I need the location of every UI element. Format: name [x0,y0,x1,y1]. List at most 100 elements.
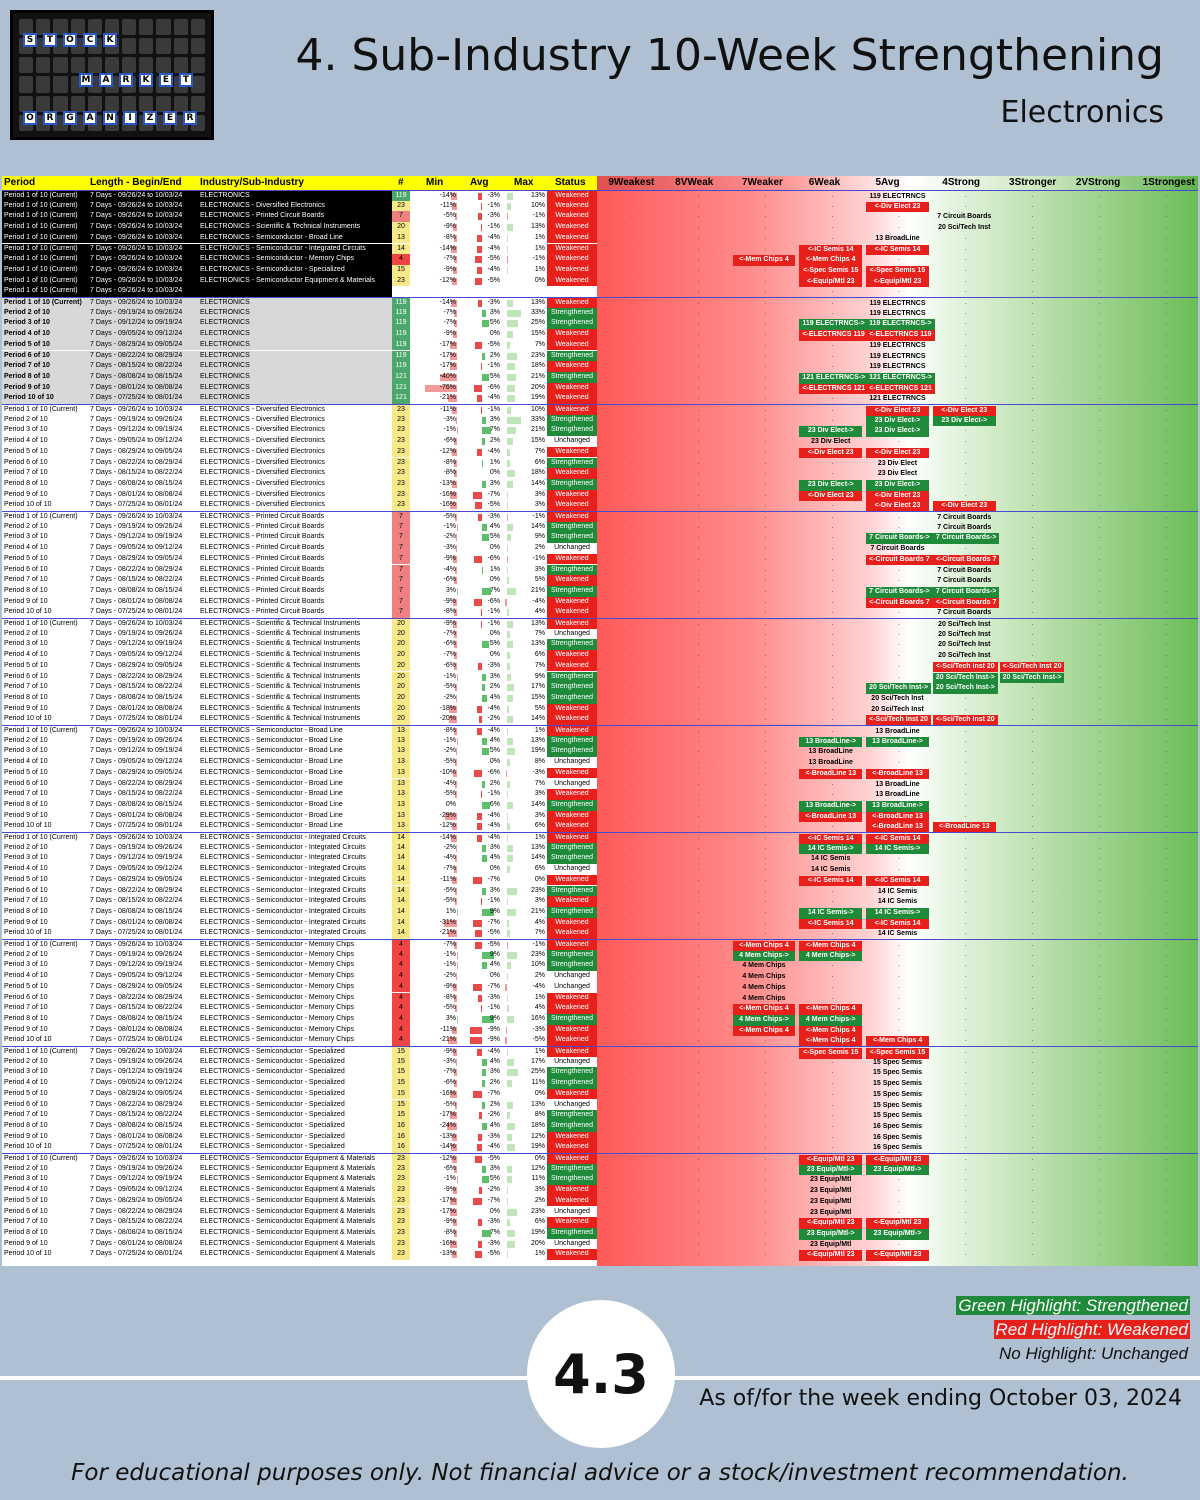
length-cell: 7 Days - 09/19/24 to 09/26/24 [90,629,183,637]
status-cell: Weakened [547,726,597,737]
heat-dot: . [764,447,767,455]
heat-dot: . [898,620,901,627]
table-row: Period 4 of 10 7 Days - 09/05/24 to 09/12… [2,543,1198,554]
length-cell: 7 Days - 09/12/24 to 09/19/24 [90,426,183,434]
heat-dot: . [1165,834,1168,841]
status-cell: Weakened [547,940,597,951]
heat-dot: . [764,736,767,744]
heat-dot: . [1031,918,1034,926]
heat-dot: . [1165,693,1168,701]
heat-dot: . [964,1004,967,1012]
status-cell: Strengthened [547,585,597,597]
heat-dot: . [1031,800,1034,808]
heat-dot: . [831,1121,834,1129]
avg-cell: 4% [489,1057,500,1065]
table-row: Period 9 of 10 7 Days - 08/01/24 to 08/08… [2,1131,1198,1143]
industry-cell: ELECTRONICS - Semiconductor Equipment & … [200,1175,376,1183]
heat-dot: . [697,661,700,669]
status-cell: Weakened [547,500,597,511]
avg-bar [470,1037,482,1045]
length-cell: 7 Days - 08/22/24 to 08/29/24 [90,351,183,359]
heat-dot: . [964,640,967,648]
period-cell: Period 8 of 10 [4,1121,48,1129]
heat-dot: . [964,458,967,466]
count-cell: 4 [392,949,410,961]
max-bar [507,694,514,702]
min-cell: -12% [439,1155,456,1162]
length-cell: 7 Days - 08/29/24 to 09/05/24 [90,340,183,348]
heat-dot: . [831,192,834,199]
min-bar [451,300,457,307]
table-row: Period 9 of 10 7 Days - 08/01/24 to 08/08… [2,917,1198,930]
min-cell: -9% [443,1048,456,1055]
heat-dot: . [697,565,700,573]
length-cell: 7 Days - 09/26/24 to 10/03/24 [90,941,183,948]
heat-dot: . [1165,1121,1168,1129]
max-bar [507,898,509,906]
logo-letter-tile: K [139,73,153,87]
max-bar [507,352,517,360]
length-cell: 7 Days - 09/26/24 to 10/03/24 [90,255,183,263]
heat-dot: . [898,865,901,873]
heat-dot: . [1098,704,1101,712]
strength-label: 13 BroadLine-> [866,800,929,812]
avg-cell: -3% [487,1239,500,1247]
heat-dot: . [1098,929,1101,937]
period-cell: Period 7 of 10 [4,469,48,477]
table-row: Period 2 of 10 7 Days - 09/19/24 to 09/26… [2,735,1198,748]
strength-label: 23 Equip/Mtl [810,1187,852,1195]
min-cell: -9% [443,982,456,990]
strength-label: 23 Div Elect-> [799,479,863,491]
heat-dot: . [1165,727,1168,734]
table-row: Period 9 of 10 7 Days - 08/01/24 to 08/08… [2,1238,1198,1250]
avg-cell: 0% [489,972,500,980]
heat-background [597,190,1198,1266]
industry-cell: ELECTRONICS - Semiconductor Equipment & … [200,1239,376,1247]
heat-dot: . [1098,993,1101,1001]
period-cell: Period 8 of 10 [4,1228,48,1236]
min-cell: -9% [443,1186,456,1194]
count-cell: 4 [392,940,410,951]
strength-label: <-Spec Semis 15 [799,265,863,277]
min-cell: -4% [443,565,456,573]
max-cell: 3% [534,1186,545,1194]
length-cell: 7 Days - 08/01/24 to 08/08/24 [90,1025,183,1033]
heat-dot: . [1098,586,1101,594]
industry-cell: ELECTRONICS [200,351,250,359]
max-bar [507,844,513,852]
heat-dot: . [831,854,834,862]
industry-cell: ELECTRONICS - Semiconductor - Memory Chi… [200,1025,355,1033]
strength-label: <-Spec Semis 15 [866,265,929,277]
heat-dot: . [631,672,633,680]
min-cell: -11% [440,1025,456,1033]
status-cell: Weakened [547,264,597,276]
heat-dot: . [1031,287,1034,295]
table-row: Period 1 of 10 (Current) 7 Days - 09/26/2… [2,200,1198,213]
strength-label: <-BroadLine 13 [932,822,996,833]
min-cell: -2% [443,693,456,701]
heat-dot: . [697,201,700,209]
count-cell: 4 [392,1003,410,1014]
max-cell: 16% [530,1014,545,1022]
heat-dot: . [631,513,633,520]
heat-dot: . [898,458,901,466]
length-cell: 7 Days - 09/26/24 to 10/03/24 [90,834,183,841]
table-row: Period 1 of 10 (Current) 7 Days - 09/26/2… [2,297,1198,309]
min-bar [453,555,457,563]
min-bar [453,234,457,242]
min-bar [454,1005,457,1013]
count-cell: 20 [392,222,410,233]
period-cell: Period 2 of 10 [4,415,48,423]
max-cell: 6% [534,1218,545,1226]
heat-dot: . [631,993,633,1001]
heat-dot: . [831,406,834,413]
min-cell: -5% [443,897,456,905]
heat-dot: . [831,340,834,348]
heat-dot: . [631,576,633,584]
heat-dot: . [1098,469,1101,477]
min-cell: -8% [443,727,456,734]
min-bar [454,213,457,221]
heat-dot: . [1165,469,1168,477]
count-cell: 4 [392,254,410,265]
status-cell: Strengthened [547,478,597,490]
